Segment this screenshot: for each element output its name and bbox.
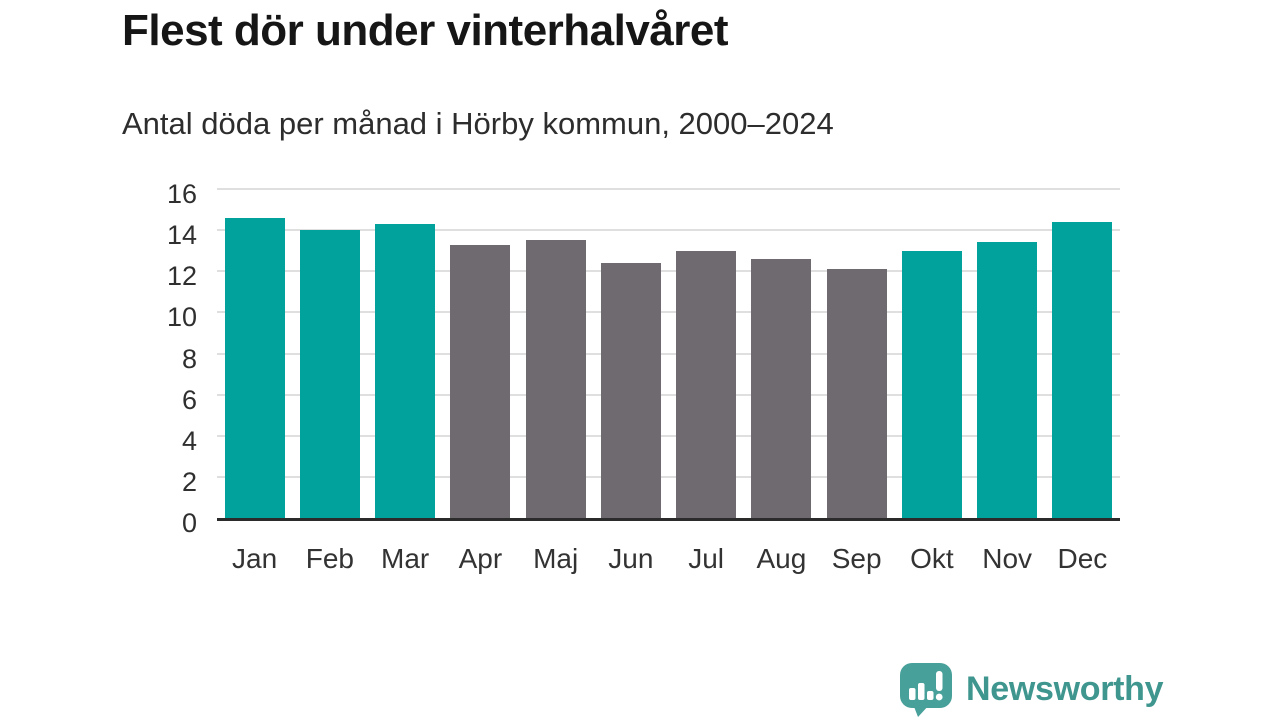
- bar-feb: [299, 230, 360, 518]
- bar-apr: [450, 244, 511, 518]
- chart-subtitle: Antal döda per månad i Hörby kommun, 200…: [122, 106, 834, 141]
- bar-slot-mar: [368, 192, 443, 518]
- x-tick-label-dec: Dec: [1057, 543, 1108, 574]
- bar-slot-jul: [669, 192, 744, 518]
- gridline-6: [217, 393, 1120, 396]
- bar-series: [217, 192, 1120, 518]
- gridline-4: [217, 434, 1120, 437]
- bar-slot-jun: [593, 192, 668, 518]
- bar-slot-maj: [518, 192, 593, 518]
- x-tick-label-jun: Jun: [608, 543, 654, 574]
- x-tick-label-maj: Maj: [533, 543, 579, 574]
- bar-okt: [901, 250, 962, 518]
- plot-area: [217, 188, 1120, 521]
- y-tick-label-2: 2: [181, 466, 197, 497]
- x-tick-label-sep: Sep: [831, 543, 882, 574]
- y-tick-label-0: 0: [181, 508, 197, 538]
- y-tick-label-8: 8: [181, 343, 197, 374]
- brand-name: Newsworthy: [966, 670, 1164, 708]
- gridline-14: [217, 229, 1120, 232]
- bar-slot-nov: [970, 192, 1045, 518]
- bar-aug: [751, 258, 812, 518]
- bar-slot-dec: [1045, 192, 1120, 518]
- gridline-12: [217, 270, 1120, 273]
- x-tick-label-okt: Okt: [910, 543, 954, 574]
- y-tick-label-14: 14: [166, 220, 197, 251]
- bar-sep: [826, 269, 887, 518]
- gridline-2: [217, 475, 1120, 478]
- bar-slot-sep: [819, 192, 894, 518]
- gridline-16: [217, 188, 1120, 190]
- bar-jul: [676, 250, 737, 518]
- y-tick-label-4: 4: [181, 425, 197, 456]
- bar-slot-feb: [292, 192, 367, 518]
- x-tick-label-aug: Aug: [756, 543, 807, 574]
- gridline-10: [217, 311, 1120, 314]
- x-tick-label-mar: Mar: [381, 543, 430, 574]
- bar-mar: [375, 223, 436, 518]
- x-tick-label-jan: Jan: [232, 543, 278, 574]
- bar-jun: [600, 263, 661, 518]
- newsworthy-logo-icon: [900, 663, 952, 717]
- gridline-8: [217, 352, 1120, 355]
- bar-jan: [224, 217, 285, 518]
- bar-slot-aug: [744, 192, 819, 518]
- x-tick-label-feb: Feb: [305, 543, 354, 574]
- bar-slot-apr: [443, 192, 518, 518]
- x-axis: Jan Feb Mar Apr Maj Jun Jul Aug Sep Okt Nov Dec: [217, 540, 1120, 580]
- x-tick-label-nov: Nov: [982, 543, 1033, 574]
- newsworthy-branding: Newsworthy: [897, 662, 1164, 717]
- x-tick-label-apr: Apr: [458, 543, 503, 574]
- bar-maj: [525, 240, 586, 518]
- y-tick-label-6: 6: [181, 384, 197, 415]
- x-tick-label-jul: Jul: [688, 543, 725, 574]
- bar-slot-okt: [894, 192, 969, 518]
- y-axis: 0 2 4 6 8 10 12 14 16: [0, 0, 197, 720]
- y-tick-label-12: 12: [166, 261, 197, 292]
- y-tick-label-16: 16: [166, 179, 197, 209]
- bar-slot-jan: [217, 192, 292, 518]
- chart-title: Flest dör under vinterhalvåret: [122, 6, 729, 55]
- bar-nov: [977, 242, 1038, 518]
- y-tick-label-10: 10: [166, 302, 197, 333]
- bar-dec: [1052, 221, 1113, 518]
